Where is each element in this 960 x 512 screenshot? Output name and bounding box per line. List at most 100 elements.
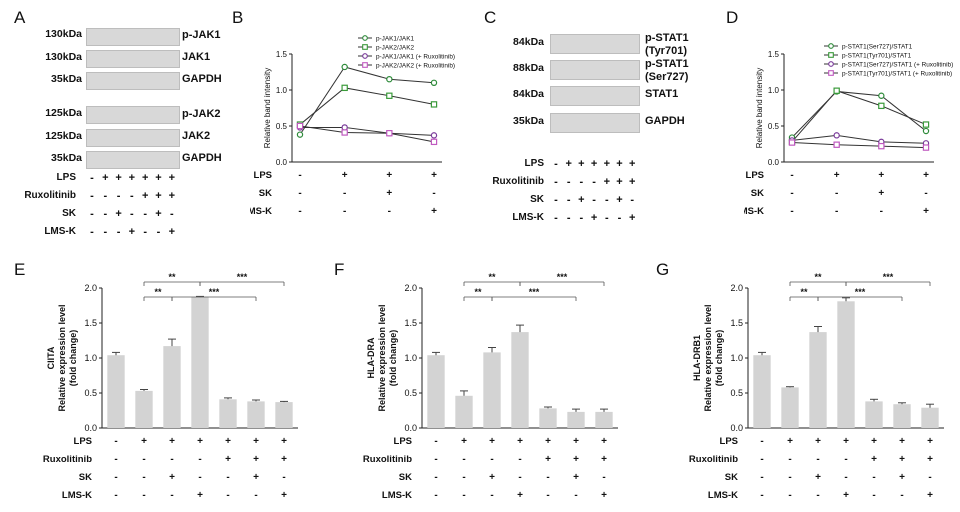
- condition-sign: +: [787, 436, 793, 447]
- y-tick-label: 0.5: [768, 122, 780, 131]
- chart-e: 0.0 0.5 1.0 1.5 2.0 CIITA Relative expression …: [43, 272, 298, 501]
- legend-marker: [362, 35, 368, 41]
- data-point: [386, 129, 393, 137]
- mw-label: 88kDa: [513, 62, 544, 74]
- blot-strip: [86, 72, 180, 90]
- condition-sign: +: [878, 188, 884, 199]
- y-tick-label: 1.0: [730, 353, 743, 363]
- chart-b: 0.0 0.5 1.0 1.5 Relative band intensity p-JAK…: [250, 35, 455, 217]
- condition-sign: -: [554, 176, 558, 188]
- protein-label: STAT1: [645, 88, 679, 100]
- data-point: [430, 138, 438, 146]
- condition-sign: +: [115, 208, 122, 220]
- panel-g-label: G: [656, 260, 670, 279]
- condition-sign: +: [545, 454, 551, 465]
- mw-label: 84kDa: [513, 88, 544, 100]
- condition-sign: +: [225, 436, 231, 447]
- mw-label: 35kDa: [51, 152, 82, 164]
- data-point: [878, 142, 885, 150]
- condition-sign: -: [566, 176, 571, 188]
- condition-sign: -: [566, 194, 571, 206]
- y-tick-label: 2.0: [404, 283, 417, 293]
- condition-label: LPS: [746, 170, 764, 181]
- condition-label: SK: [62, 208, 76, 219]
- condition-sign: +: [628, 212, 636, 224]
- bar: [191, 297, 209, 428]
- blot-strip: [550, 113, 640, 133]
- data-point: [878, 102, 885, 110]
- condition-sign: -: [114, 454, 117, 465]
- bar: [595, 411, 613, 428]
- condition-sign: +: [386, 188, 392, 199]
- bar: [893, 404, 911, 428]
- condition-sign: -: [142, 454, 145, 465]
- condition-sign: +: [169, 472, 175, 483]
- condition-sign: -: [114, 436, 117, 447]
- y-tick-label: 0.0: [276, 158, 288, 167]
- condition-sign: -: [90, 190, 94, 202]
- condition-sign: -: [604, 194, 609, 206]
- protein-label: p-STAT1 (Ser727): [645, 58, 689, 83]
- legend-marker: [828, 61, 834, 67]
- protein-label: GAPDH: [182, 73, 222, 85]
- condition-sign: +: [281, 490, 287, 501]
- condition-sign: +: [573, 472, 579, 483]
- legend-label: p-JAK1/JAK1 (+ Ruxolitinib): [376, 54, 455, 61]
- condition-sign: -: [434, 472, 437, 483]
- series-line: [299, 87, 435, 125]
- condition-sign: +: [281, 436, 287, 447]
- panel-b-label: B: [232, 8, 244, 27]
- y-axis-label: Relative expression level: [703, 304, 713, 411]
- condition-sign: -: [760, 454, 763, 465]
- condition-sign: +: [155, 172, 162, 184]
- data-point: [788, 139, 796, 146]
- condition-sign: +: [815, 472, 821, 483]
- condition-sign: -: [198, 454, 201, 465]
- y-tick-label: 0.0: [768, 158, 780, 167]
- condition-sign: +: [253, 436, 259, 447]
- condition-sign: -: [103, 190, 108, 202]
- mw-label: 125kDa: [45, 130, 82, 142]
- condition-sign: -: [546, 490, 549, 501]
- y-tick-label: 0.5: [276, 122, 288, 131]
- condition-sign: -: [298, 206, 301, 217]
- condition-sign: +: [517, 436, 523, 447]
- y-tick-label: 0.0: [404, 423, 417, 433]
- condition-sign: -: [880, 206, 883, 217]
- condition-sign: +: [927, 436, 933, 447]
- condition-sign: -: [872, 472, 875, 483]
- data-point: [430, 101, 438, 108]
- blot-strip: [86, 129, 180, 147]
- series-line: [791, 90, 927, 143]
- legend-label: p-JAK2/JAK2: [376, 45, 414, 52]
- condition-sign: -: [835, 188, 838, 199]
- sig-label: ***: [529, 287, 540, 297]
- condition-sign: -: [518, 454, 521, 465]
- data-point: [430, 79, 438, 87]
- condition-sign: +: [128, 226, 136, 238]
- condition-sign: -: [554, 158, 558, 170]
- condition-sign: -: [130, 208, 134, 220]
- y-tick-label: 1.0: [404, 353, 417, 363]
- mw-label: 35kDa: [513, 115, 544, 127]
- condition-sign: -: [546, 472, 549, 483]
- condition-sign: -: [518, 472, 521, 483]
- condition-sign: +: [141, 436, 147, 447]
- series-line: [791, 134, 927, 144]
- condition-sign: -: [343, 206, 346, 217]
- data-point: [296, 131, 304, 138]
- legend-marker: [828, 43, 834, 49]
- condition-label: SK: [399, 472, 412, 483]
- bar: [275, 402, 293, 428]
- bar: [753, 355, 771, 428]
- condition-sign: -: [142, 472, 145, 483]
- protein-label: p-STAT1 (Tyr701): [645, 32, 689, 57]
- sig-label: **: [168, 272, 176, 282]
- condition-label: SK: [530, 194, 544, 205]
- legend-label: p-STAT1(Ser727)/STAT1: [842, 44, 913, 51]
- y-axis-label: (fold change): [714, 330, 724, 387]
- sig-label: ***: [557, 272, 568, 282]
- condition-sign: -: [579, 176, 584, 188]
- condition-sign: -: [434, 454, 437, 465]
- condition-sign: -: [592, 194, 596, 206]
